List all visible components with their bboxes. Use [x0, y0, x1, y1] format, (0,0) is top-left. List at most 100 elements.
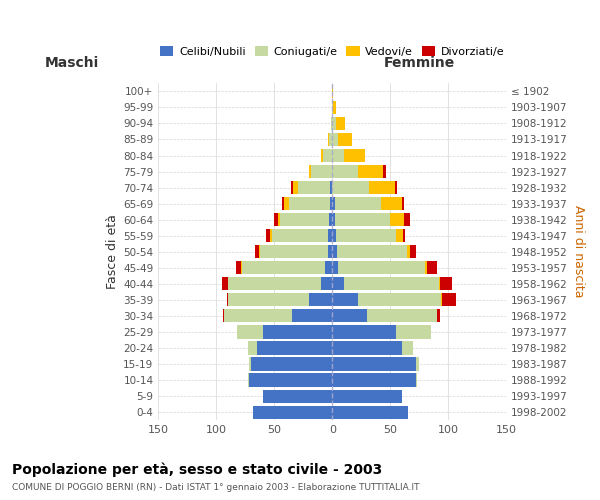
Bar — [332, 261, 338, 274]
Bar — [280, 213, 329, 226]
Bar — [332, 117, 336, 130]
Bar — [224, 310, 292, 322]
Bar — [325, 261, 332, 274]
Bar — [269, 229, 272, 242]
Bar — [358, 165, 383, 178]
Bar — [425, 261, 427, 274]
Bar — [328, 229, 332, 242]
Bar — [242, 261, 325, 274]
Bar — [344, 277, 439, 290]
Bar — [248, 374, 249, 386]
Bar — [402, 197, 404, 210]
Bar — [236, 261, 241, 274]
Bar — [241, 261, 242, 274]
Bar — [331, 117, 332, 130]
Bar — [344, 149, 365, 162]
Bar — [390, 213, 404, 226]
Bar — [266, 229, 269, 242]
Bar — [228, 294, 309, 306]
Bar — [332, 326, 396, 338]
Bar — [407, 245, 410, 258]
Text: Maschi: Maschi — [44, 56, 98, 70]
Bar — [253, 406, 332, 418]
Bar — [330, 197, 332, 210]
Bar — [309, 294, 332, 306]
Bar — [249, 358, 251, 370]
Bar — [328, 245, 332, 258]
Text: COMUNE DI POGGIO BERNI (RN) - Dati ISTAT 1° gennaio 2003 - Elaborazione TUTTITAL: COMUNE DI POGGIO BERNI (RN) - Dati ISTAT… — [12, 482, 419, 492]
Bar — [367, 310, 437, 322]
Text: Femmine: Femmine — [383, 56, 455, 70]
Bar — [396, 229, 403, 242]
Bar — [249, 374, 332, 386]
Bar — [309, 165, 311, 178]
Bar — [329, 213, 332, 226]
Bar — [257, 342, 332, 354]
Bar — [332, 85, 334, 98]
Bar — [338, 133, 352, 146]
Bar — [332, 277, 344, 290]
Bar — [251, 358, 332, 370]
Bar — [383, 165, 386, 178]
Bar — [332, 181, 370, 194]
Bar — [228, 277, 321, 290]
Y-axis label: Anni di nascita: Anni di nascita — [572, 206, 585, 298]
Bar — [335, 213, 390, 226]
Bar — [402, 342, 413, 354]
Bar — [332, 197, 335, 210]
Bar — [263, 326, 332, 338]
Bar — [335, 197, 381, 210]
Bar — [284, 197, 289, 210]
Bar — [332, 213, 335, 226]
Bar — [332, 133, 338, 146]
Bar — [427, 261, 437, 274]
Bar — [441, 294, 442, 306]
Bar — [332, 229, 336, 242]
Bar — [404, 213, 410, 226]
Bar — [410, 245, 416, 258]
Bar — [259, 245, 260, 258]
Bar — [222, 277, 228, 290]
Bar — [439, 277, 440, 290]
Bar — [311, 165, 332, 178]
Bar — [336, 117, 345, 130]
Bar — [323, 149, 332, 162]
Bar — [358, 294, 441, 306]
Text: Popolazione per età, sesso e stato civile - 2003: Popolazione per età, sesso e stato civil… — [12, 462, 382, 477]
Bar — [332, 374, 416, 386]
Bar — [395, 181, 397, 194]
Bar — [248, 342, 257, 354]
Bar — [416, 358, 419, 370]
Bar — [332, 358, 416, 370]
Bar — [403, 229, 406, 242]
Bar — [338, 261, 425, 274]
Bar — [272, 229, 328, 242]
Bar — [292, 310, 332, 322]
Bar — [227, 294, 228, 306]
Bar — [329, 133, 332, 146]
Bar — [289, 197, 330, 210]
Bar — [332, 101, 334, 114]
Bar — [293, 181, 298, 194]
Bar — [237, 326, 263, 338]
Bar — [330, 181, 332, 194]
Bar — [278, 213, 280, 226]
Bar — [321, 149, 323, 162]
Bar — [396, 326, 431, 338]
Bar — [298, 181, 330, 194]
Bar — [381, 197, 402, 210]
Bar — [416, 374, 417, 386]
Legend: Celibi/Nubili, Coniugati/e, Vedovi/e, Divorziati/e: Celibi/Nubili, Coniugati/e, Vedovi/e, Di… — [155, 42, 509, 62]
Bar — [321, 277, 332, 290]
Bar — [332, 294, 358, 306]
Bar — [336, 229, 396, 242]
Bar — [332, 165, 358, 178]
Bar — [332, 390, 402, 402]
Bar — [437, 310, 440, 322]
Bar — [290, 181, 293, 194]
Bar — [254, 245, 259, 258]
Bar — [223, 310, 224, 322]
Bar — [274, 213, 278, 226]
Bar — [442, 294, 457, 306]
Bar — [370, 181, 395, 194]
